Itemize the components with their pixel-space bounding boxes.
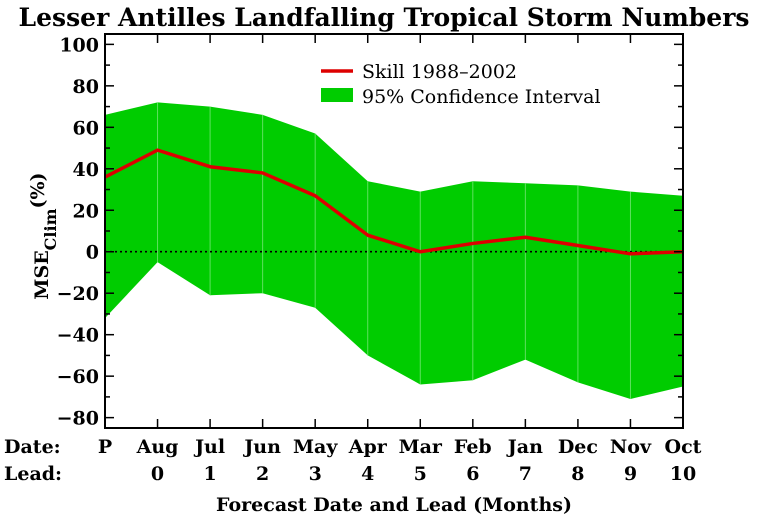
x-tick-label: Nov — [610, 436, 652, 458]
lead-tick-label: 2 — [256, 463, 269, 485]
date-row-label: Date: — [4, 436, 61, 458]
x-tick-label: May — [293, 436, 338, 458]
lead-row-label: Lead: — [4, 463, 62, 485]
band-vertical-lines — [157, 102, 631, 399]
x-tick-label: Jan — [506, 436, 543, 458]
y-tick-label: 60 — [73, 117, 99, 139]
x-tick-label: P — [98, 436, 112, 458]
lead-tick-label: 5 — [414, 463, 427, 485]
y-tick-label: −60 — [57, 366, 99, 388]
skill-series-line — [104, 148, 684, 256]
legend-skill-label: Skill 1988–2002 — [362, 61, 517, 83]
chart-title: Lesser Antilles Landfalling Tropical Sto… — [19, 3, 750, 32]
y-tick-label: 0 — [86, 242, 99, 264]
lead-tick-label: 0 — [151, 463, 164, 485]
confidence-band-layer — [105, 102, 683, 399]
y-tick-label: 80 — [73, 76, 99, 98]
x-tick-label: Aug — [136, 436, 179, 458]
legend-band-label: 95% Confidence Interval — [362, 86, 601, 108]
y-axis-label: MSEClim(%) — [27, 172, 60, 299]
x-axis-label: Forecast Date and Lead (Months) — [216, 494, 572, 516]
y-tick-label: 20 — [73, 200, 99, 222]
y-tick-label: −80 — [57, 408, 99, 430]
x-tick-label: Feb — [454, 436, 492, 458]
x-tick-label: Jun — [242, 436, 281, 458]
x-tick-label: Dec — [558, 436, 598, 458]
lead-tick-label: 3 — [309, 463, 322, 485]
y-tick-label: −40 — [57, 325, 99, 347]
x-tick-label: Apr — [348, 436, 388, 458]
x-axis-ticks: P Aug 0 Jul 1 Jun 2 May 3 Apr 4 Mar 5 Feb 6 Jan 7 Dec 8 Nov… — [98, 34, 702, 485]
lead-tick-label: 8 — [571, 463, 584, 485]
x-tick-label: Mar — [399, 436, 443, 458]
lead-tick-label: 9 — [624, 463, 637, 485]
lead-tick-label: 10 — [670, 463, 696, 485]
x-tick-label: Jul — [193, 436, 225, 458]
lead-tick-label: 7 — [519, 463, 532, 485]
y-tick-label: 40 — [73, 159, 99, 181]
legend: Skill 1988–2002 95% Confidence Interval — [321, 61, 601, 108]
legend-band-swatch — [321, 88, 353, 102]
lead-tick-label: 4 — [361, 463, 374, 485]
y-tick-label: −20 — [57, 283, 99, 305]
x-tick-label: Oct — [665, 436, 702, 458]
lead-tick-label: 1 — [203, 463, 216, 485]
lead-tick-label: 6 — [466, 463, 479, 485]
y-tick-label: 100 — [59, 34, 99, 56]
confidence-band — [105, 102, 683, 399]
y-axis-ticks: −80 −60 −40 −20 0 20 40 60 80 100 — [57, 34, 683, 430]
